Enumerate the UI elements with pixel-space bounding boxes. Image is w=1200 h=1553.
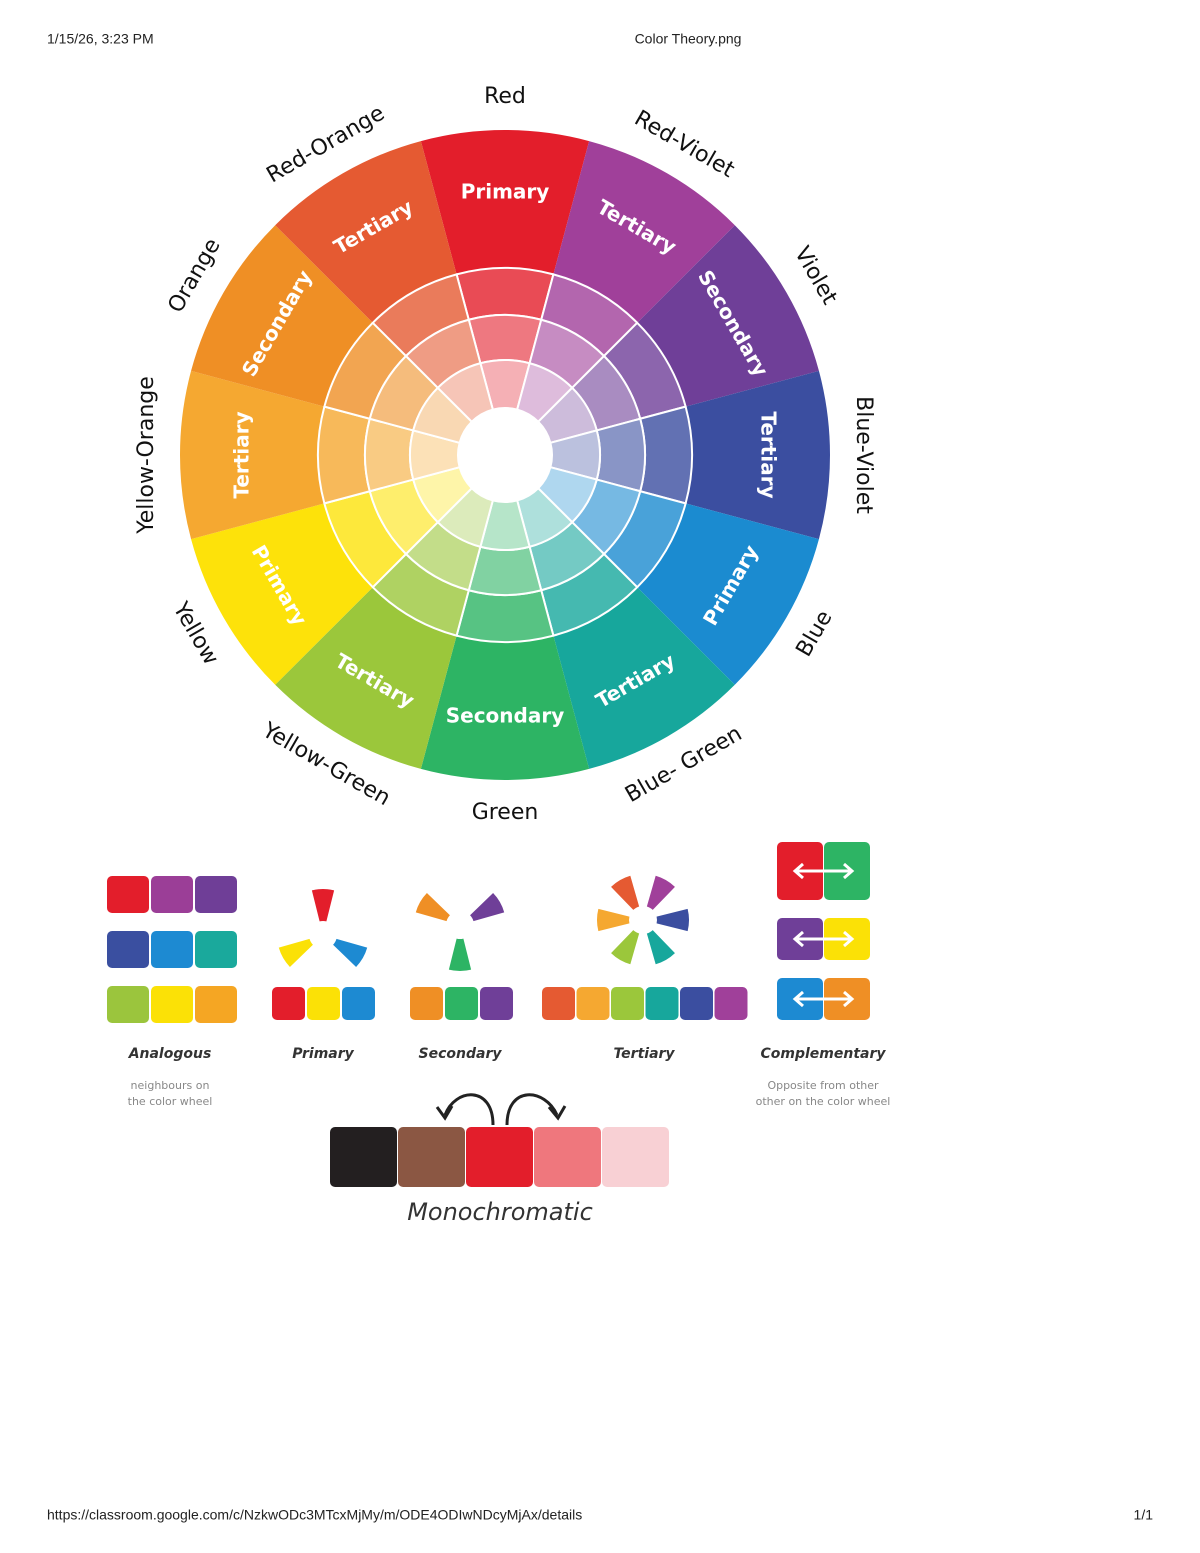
segment-name: Yellow	[167, 597, 223, 669]
print-title: Color Theory.png	[635, 31, 742, 47]
wheel-wedge	[415, 893, 450, 922]
wheel-segment	[420, 130, 590, 275]
swatch	[480, 987, 513, 1020]
scheme-description: neighbours on	[131, 1079, 210, 1092]
swatch	[342, 987, 375, 1020]
scheme-description: the color wheel	[128, 1095, 213, 1108]
wheel-wedge	[333, 938, 368, 967]
segment-name: Green	[472, 800, 539, 825]
segment-name: Yellow-Orange	[134, 376, 159, 535]
scheme-title: Analogous	[128, 1046, 212, 1062]
wheel-tint	[467, 545, 543, 596]
wheel-segment	[191, 225, 373, 407]
wheel-tint	[639, 405, 693, 505]
print-date: 1/15/26, 3:23 PM	[47, 31, 154, 47]
swatch	[445, 987, 478, 1020]
page-number: 1/1	[1134, 1507, 1154, 1523]
wheel-segment	[637, 225, 819, 407]
footer-url: https://classroom.google.com/c/NzkwODc3M…	[47, 1507, 582, 1523]
segment-name: Red	[484, 84, 526, 109]
wheel-wedge	[646, 875, 675, 910]
swatch	[107, 876, 149, 913]
segment-name: Violet	[789, 242, 842, 309]
segment-role: Primary	[461, 180, 550, 204]
swatch	[398, 1127, 465, 1187]
swatch	[534, 1127, 601, 1187]
swatch	[151, 986, 193, 1023]
swatch	[410, 987, 443, 1020]
scheme-description: Opposite from other	[767, 1079, 879, 1092]
wheel-wedge	[611, 875, 640, 910]
wheel-wedge	[311, 888, 335, 922]
swatch	[107, 986, 149, 1023]
segment-name: Blue	[792, 606, 838, 661]
scheme-title: Complementary	[760, 1046, 886, 1062]
double-arrow	[792, 862, 855, 880]
wheel-segment	[553, 141, 735, 323]
segment-name: Blue-Violet	[851, 396, 876, 514]
segment-role: Secondary	[446, 704, 565, 728]
wheel-tint	[467, 314, 543, 365]
swatch	[602, 1127, 669, 1187]
swatch	[576, 987, 610, 1020]
wheel-segment	[275, 587, 457, 769]
swatch	[330, 1127, 397, 1187]
wheel-segment	[637, 503, 819, 685]
swatch	[307, 987, 340, 1020]
wheel-wedge	[646, 930, 675, 965]
wheel-wedge	[611, 930, 640, 965]
wheel-segment	[685, 370, 830, 540]
double-arrow	[792, 990, 855, 1008]
swatch	[714, 987, 748, 1020]
wheel-wedge	[656, 908, 689, 932]
scheme-description: other on the color wheel	[756, 1095, 891, 1108]
swatch	[195, 876, 237, 913]
wheel-tint	[595, 417, 646, 493]
scheme-title: Secondary	[419, 1046, 503, 1062]
wheel-segment	[275, 141, 457, 323]
swatch	[195, 931, 237, 968]
wheel-wedge	[448, 938, 472, 971]
curved-arrow	[505, 1093, 567, 1126]
wheel-wedge	[470, 893, 505, 922]
swatch	[272, 987, 305, 1020]
wheel-tint	[455, 589, 555, 643]
swatch	[151, 931, 193, 968]
wheel-segment	[553, 587, 735, 769]
swatch	[466, 1127, 533, 1187]
swatch	[542, 987, 575, 1020]
swatch	[107, 931, 149, 968]
wheel-segment	[420, 635, 590, 780]
swatch	[151, 876, 193, 913]
scheme-title: Tertiary	[613, 1046, 675, 1062]
segment-role: Tertiary	[230, 411, 254, 498]
wheel-tint	[455, 267, 555, 321]
wheel-tint	[317, 405, 371, 505]
wheel-wedge	[278, 938, 313, 967]
segment-role: Tertiary	[757, 411, 781, 498]
swatch	[611, 987, 644, 1020]
wheel-segment	[180, 370, 325, 540]
swatch	[680, 987, 713, 1020]
scheme-title: Monochromatic	[407, 1198, 593, 1226]
wheel-segment	[191, 503, 373, 685]
scheme-title: Primary	[292, 1046, 354, 1062]
double-arrow	[792, 930, 855, 948]
wheel-wedge	[597, 908, 630, 932]
curved-arrow	[435, 1093, 495, 1126]
swatch	[645, 987, 679, 1020]
wheel-tint	[364, 417, 415, 493]
wheel-center	[458, 408, 552, 502]
swatch	[195, 986, 237, 1023]
segment-name: Orange	[163, 234, 225, 317]
